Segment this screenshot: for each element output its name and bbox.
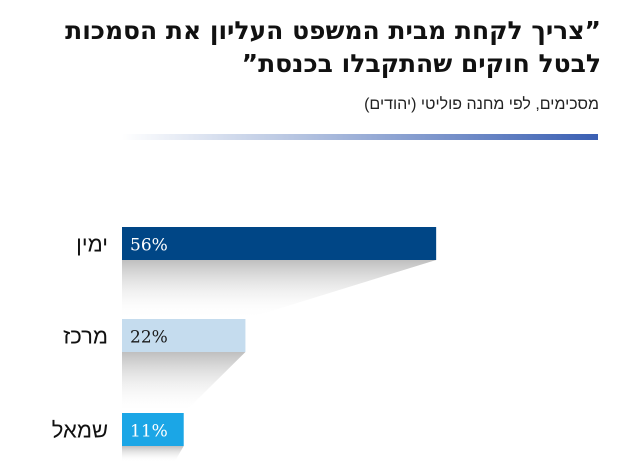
value-label: 56%: [130, 236, 168, 256]
bar-shadow: [122, 260, 437, 319]
chart-title-line-1: ”צריך לקחת מבית המשפט העליון את הסמכות: [65, 16, 601, 45]
bars: [122, 227, 437, 446]
value-labels: 56% 22% 11%: [130, 236, 168, 442]
category-label: מרכז: [63, 324, 108, 349]
bar-shadows: [122, 260, 437, 462]
chart-title-line-2: לבטל חוקים שהתקבלו בכנסת”: [241, 49, 601, 78]
bar: [122, 227, 437, 260]
bar: [122, 413, 184, 446]
value-label: 11%: [130, 422, 168, 442]
value-label: 22%: [130, 328, 168, 348]
bar-shadow: [122, 446, 184, 462]
bar: [122, 319, 246, 352]
category-label: ימין: [76, 232, 108, 257]
chart-title: ”צריך לקחת מבית המשפט העליון את הסמכות ל…: [21, 14, 601, 80]
category-labels: ימין מרכז שמאל: [52, 232, 108, 443]
bar-shadow: [122, 352, 246, 413]
title-divider: [122, 134, 598, 140]
category-label: שמאל: [52, 418, 108, 443]
chart-subtitle: מסכימים, לפי מחנה פוליטי (יהודים): [364, 96, 599, 113]
